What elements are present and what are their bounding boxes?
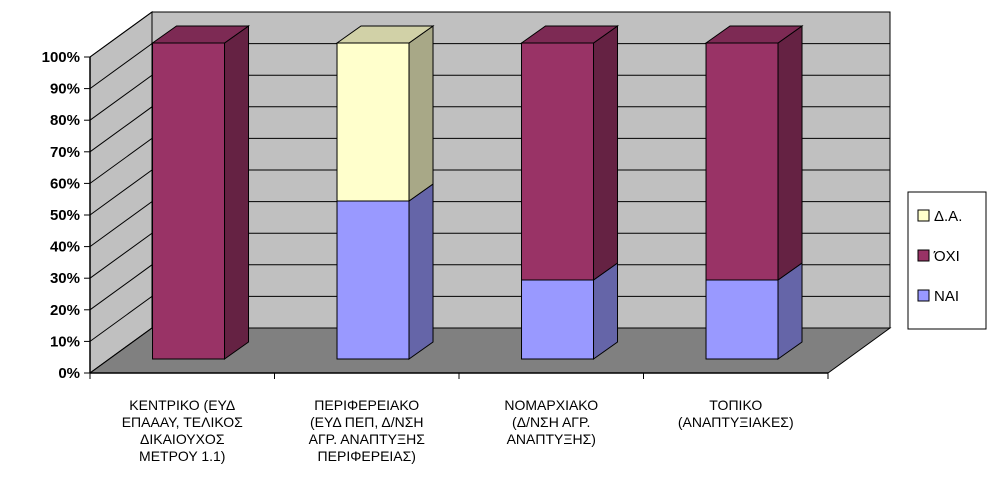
bar-segment-side <box>224 25 250 360</box>
y-axis-tick-labels: 0% 10% 20% 30% 40% 50% 60% 70% 80% 90% 100% <box>42 49 80 382</box>
y-tick-label: 20% <box>50 302 80 319</box>
gridline <box>89 74 890 121</box>
gridline <box>89 43 890 90</box>
gridline <box>89 295 890 342</box>
y-tick-label: 60% <box>50 175 80 192</box>
legend-label: ΌΧΙ <box>933 248 960 265</box>
x-category-label: ΠΕΡΙΦΕΡΕΙΑΚΟ (ΕΥΔ ΠΕΠ, Δ/ΝΣΗ ΑΓΡ. ΑΝΑΠΤΥΞΗ… <box>309 397 426 464</box>
gridline <box>89 137 890 184</box>
bar-segment-top <box>704 25 804 44</box>
gridline <box>89 201 890 248</box>
x-category-label: ΤΟΠΙΚΟ (ΑΝΑΠΤΥΞΙΑΚΕΣ) <box>678 397 794 430</box>
x-category-label-line: ΑΓΡ. ΑΝΑΠΤΥΞΗΣ <box>309 431 426 447</box>
bar-segment <box>705 42 779 281</box>
legend-swatch <box>917 249 930 262</box>
axes <box>84 56 829 379</box>
x-category-label-line: ΜΕΤΡΟΥ 1.1) <box>139 448 225 464</box>
x-category-label: ΝΟΜΑΡΧΙΑΚΟ (Δ/ΝΣΗ ΑΓΡ. ΑΝΑΠΤΥΞΗΣ) <box>504 397 598 447</box>
x-category-label-line: ΑΝΑΠΤΥΞΗΣ) <box>507 431 596 447</box>
legend-label: Δ.Α. <box>934 208 962 225</box>
legend-swatch <box>917 209 930 222</box>
x-category-label-line: ΤΟΠΙΚΟ <box>709 397 762 413</box>
y-tick-label: 90% <box>50 81 80 98</box>
y-tick-label: 50% <box>50 207 80 224</box>
legend-label: ΝΑΙ <box>934 288 959 305</box>
y-tick-label: 80% <box>50 112 80 129</box>
bar-segment-top <box>150 25 251 44</box>
y-tick-label: 0% <box>58 365 80 382</box>
gridline <box>89 11 890 58</box>
legend-swatch <box>917 289 930 302</box>
bar-segment-top <box>335 25 435 44</box>
gridline <box>89 232 890 279</box>
x-category-label-line: (ΑΝΑΠΤΥΞΙΑΚΕΣ) <box>678 414 794 430</box>
gridline <box>89 106 890 153</box>
y-tick-label: 70% <box>50 144 80 161</box>
x-category-label-line: ΕΠΑΑΑΥ, ΤΕΛΙΚΟΣ <box>122 414 243 430</box>
bar-segment-top <box>519 25 620 44</box>
x-category-label-line: ΝΟΜΑΡΧΙΑΚΟ <box>504 397 598 413</box>
y-tick-label: 30% <box>50 270 80 287</box>
gridlines <box>89 11 890 374</box>
bar-segment <box>152 42 226 360</box>
y-tick-label: 10% <box>50 333 80 350</box>
x-category-label: ΚΕΝΤΡΙΚΟ (ΕΥΔ ΕΠΑΑΑΥ, ΤΕΛΙΚΟΣ ΔΙΚΑΙΟΥΧΟΣ ΜΕ… <box>122 397 243 464</box>
legend: Δ.Α. ΌΧΙ ΝΑΙ <box>907 191 987 330</box>
bar-segment-side <box>408 25 434 202</box>
bar-segment-side <box>777 25 803 281</box>
bar-segment <box>336 42 410 202</box>
bar-segment-side <box>408 183 434 360</box>
x-category-label-line: ΚΕΝΤΡΙΚΟ (ΕΥΔ <box>129 397 235 413</box>
x-category-label-line: ΠΕΡΙΦΕΡΕΙΑΣ) <box>318 448 416 464</box>
bar-segment <box>705 279 779 360</box>
bar-segment <box>521 42 595 281</box>
bar-segment <box>521 279 595 360</box>
x-category-label-line: (Δ/ΝΣΗ ΑΓΡ. <box>512 414 590 430</box>
x-category-label-line: ΠΕΡΙΦΕΡΕΙΑΚΟ <box>314 397 419 413</box>
bar-segment <box>336 200 410 360</box>
gridline <box>89 327 890 374</box>
x-category-label-line: (ΕΥΔ ΠΕΠ, Δ/ΝΣΗ <box>310 414 423 430</box>
gridline <box>89 169 890 216</box>
y-tick-label: 40% <box>50 239 80 256</box>
y-tick-label: 100% <box>42 49 80 66</box>
bar-segment-side <box>593 25 619 281</box>
x-axis-category-labels: ΚΕΝΤΡΙΚΟ (ΕΥΔ ΕΠΑΑΑΥ, ΤΕΛΙΚΟΣ ΔΙΚΑΙΟΥΧΟΣ ΜΕ… <box>122 397 794 464</box>
x-category-label-line: ΔΙΚΑΙΟΥΧΟΣ <box>140 431 225 447</box>
gridline <box>89 264 890 311</box>
bars <box>150 25 804 360</box>
